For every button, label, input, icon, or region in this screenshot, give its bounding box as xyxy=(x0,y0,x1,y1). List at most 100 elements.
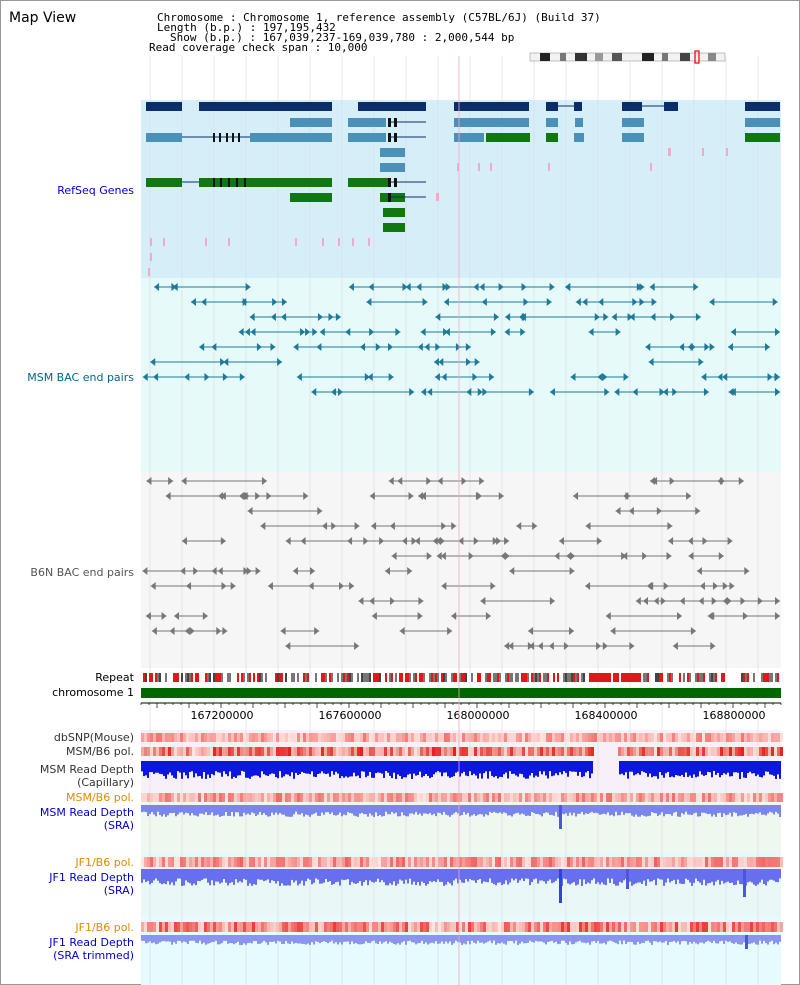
repeat-element xyxy=(351,673,353,682)
heatmap-cell xyxy=(681,733,684,742)
depth-bar xyxy=(235,869,237,880)
repeat-element xyxy=(221,673,223,682)
bac-end-marker xyxy=(528,388,534,396)
depth-bar xyxy=(739,761,741,779)
heatmap-cell xyxy=(720,747,723,756)
bac-end-marker xyxy=(466,358,472,366)
depth-bar xyxy=(591,805,593,812)
heatmap-cell xyxy=(519,747,522,756)
heatmap-cell xyxy=(453,922,456,932)
depth-bar xyxy=(487,869,489,883)
depth-bar xyxy=(689,935,691,942)
heatmap-cell xyxy=(186,922,189,932)
repeat-element xyxy=(657,673,659,682)
depth-bar xyxy=(541,805,543,817)
heatmap-cell xyxy=(696,793,699,802)
heatmap-cell xyxy=(396,747,399,756)
bac-end-marker xyxy=(594,313,600,321)
heatmap-cell xyxy=(690,793,693,802)
depth-bar xyxy=(237,935,239,942)
depth-bar xyxy=(257,805,259,815)
heatmap-cell xyxy=(750,747,753,756)
heatmap-cell xyxy=(240,793,243,802)
depth-bar xyxy=(649,935,651,943)
heatmap-cell xyxy=(210,857,213,867)
repeat-element xyxy=(285,673,287,682)
depth-bar xyxy=(717,935,719,944)
depth-bar xyxy=(667,869,669,879)
chromosome-bar[interactable] xyxy=(141,688,781,698)
depth-bar xyxy=(159,761,161,774)
depth-bar xyxy=(307,805,309,816)
heatmap-cell xyxy=(216,793,219,802)
bac-end-marker xyxy=(667,522,673,530)
heatmap-cell xyxy=(597,733,600,742)
heatmap-cell xyxy=(711,747,714,756)
heatmap-cell xyxy=(534,733,537,742)
depth-bar xyxy=(493,805,495,812)
depth-bar xyxy=(311,761,313,772)
heatmap-cell xyxy=(354,747,357,756)
depth-bar xyxy=(409,869,411,879)
depth-bar xyxy=(369,935,371,944)
heatmap-cell xyxy=(774,747,777,756)
depth-bar xyxy=(449,869,451,884)
depth-bar xyxy=(177,935,179,941)
depth-bar xyxy=(445,869,447,885)
depth-bar xyxy=(777,869,779,883)
bac-end-marker xyxy=(738,477,744,485)
depth-bar xyxy=(773,935,775,945)
depth-bar xyxy=(725,761,727,775)
depth-bar xyxy=(277,869,279,882)
bac-end-marker xyxy=(280,627,286,635)
heatmap-cell xyxy=(687,857,690,867)
depth-bar xyxy=(487,761,489,779)
heatmap-cell xyxy=(771,857,774,867)
bac-end-marker xyxy=(710,642,716,650)
heatmap-cell xyxy=(294,857,297,867)
depth-bar xyxy=(387,869,389,886)
depth-bar xyxy=(421,935,423,941)
depth-bar xyxy=(395,805,397,813)
read-depth-tracks[interactable] xyxy=(141,761,781,949)
depth-bar xyxy=(695,761,697,778)
heatmap-cell xyxy=(261,922,264,932)
b6n-bac-track[interactable] xyxy=(142,477,780,650)
depth-bar xyxy=(183,935,185,942)
heatmap-cell xyxy=(213,857,216,867)
repeat-track[interactable] xyxy=(141,673,781,682)
bac-end-marker xyxy=(421,388,427,396)
msm-bac-track[interactable] xyxy=(142,283,780,396)
bac-end-marker xyxy=(408,492,414,500)
heatmap-cell xyxy=(270,922,273,932)
repeat-label: Repeat xyxy=(95,671,134,684)
heatmap-cell xyxy=(579,857,582,867)
depth-bar xyxy=(187,935,189,945)
heatmap-cell xyxy=(567,793,570,802)
depth-bar xyxy=(191,805,193,814)
bac-end-marker xyxy=(695,507,701,515)
heatmap-cell xyxy=(582,733,585,742)
repeat-element xyxy=(227,673,229,682)
bac-end-marker xyxy=(420,492,426,500)
refseq-gene-track[interactable] xyxy=(146,102,780,276)
repeat-element xyxy=(763,673,765,682)
heatmap-cell xyxy=(423,793,426,802)
chromosome-ideogram[interactable] xyxy=(529,50,726,64)
depth-bar xyxy=(585,761,587,773)
depth-bar xyxy=(195,935,197,943)
heatmap-cell xyxy=(330,857,333,867)
depth-bar xyxy=(651,805,653,813)
depth-bar xyxy=(453,869,455,881)
depth-bar xyxy=(541,761,543,775)
heatmap-cell xyxy=(171,733,174,742)
heatmap-cell xyxy=(573,747,576,756)
heatmap-cell xyxy=(354,733,357,742)
heatmap-cell xyxy=(303,857,306,867)
depth-bar xyxy=(579,761,581,773)
repeat-element xyxy=(373,673,375,682)
repeat-element xyxy=(143,673,145,682)
bac-end-marker xyxy=(703,388,709,396)
heatmap-tracks[interactable] xyxy=(141,733,783,932)
depth-bar xyxy=(531,869,533,883)
